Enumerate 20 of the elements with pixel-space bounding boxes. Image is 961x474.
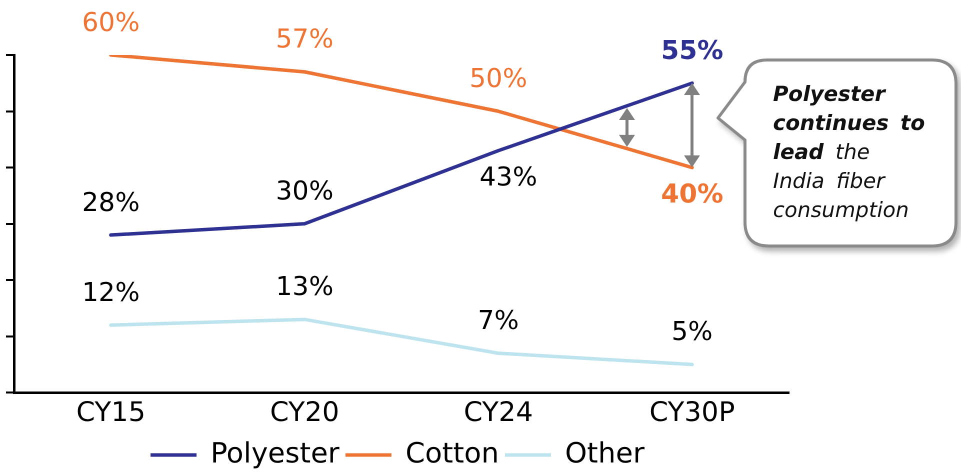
- x-tick-label: CY30P: [649, 396, 735, 428]
- x-tick-label: CY20: [270, 396, 340, 428]
- data-label: 43%: [479, 162, 538, 192]
- data-label: 50%: [469, 64, 528, 94]
- data-label: 30%: [276, 176, 334, 207]
- legend-label: Other: [564, 436, 645, 470]
- data-label: 55%: [661, 36, 724, 66]
- legend-label: Cotton: [405, 436, 499, 470]
- data-label: 7%: [478, 306, 519, 336]
- data-label: 28%: [82, 188, 140, 218]
- data-label: 40%: [661, 179, 724, 210]
- x-tick-label: CY15: [76, 396, 146, 428]
- data-label: 13%: [276, 272, 334, 302]
- data-label: 57%: [276, 24, 334, 55]
- data-label: 60%: [82, 8, 140, 38]
- data-label: 5%: [672, 317, 713, 348]
- data-label: 12%: [82, 278, 140, 308]
- x-tick-label: CY24: [464, 396, 533, 428]
- text: Polyester continues to lead the India fiber consumption: [773, 82, 925, 222]
- legend-label: Polyester: [210, 436, 340, 470]
